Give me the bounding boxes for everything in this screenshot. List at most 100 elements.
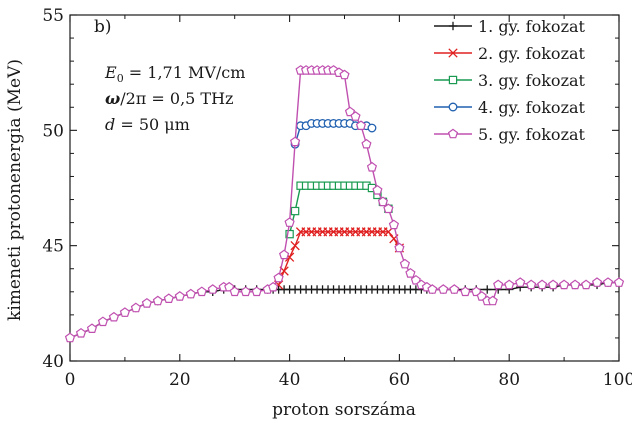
annotation-omega-value: /2π = 0,5 THz (120, 89, 233, 108)
series-5-point (591, 277, 603, 287)
series-5-point (289, 136, 301, 147)
legend-entry-3: 3. gy. fokozat (434, 71, 586, 90)
series-5-point (476, 291, 487, 301)
annotation-e0-symbol: E (104, 63, 117, 82)
series-4-point (367, 123, 377, 133)
y-tick-label: 50 (42, 121, 64, 141)
series-5-point (130, 302, 142, 313)
legend-entry-2: 2. gy. fokozat (434, 44, 586, 63)
series-5-point (537, 279, 548, 290)
series-5-point (547, 279, 559, 290)
series-2-point (290, 241, 300, 251)
series-5-point (399, 258, 411, 269)
panel-label: b) (94, 17, 112, 37)
legend-label: 4. gy. fokozat (478, 98, 586, 117)
legend-entry-1: 1. gy. fokozat (434, 17, 586, 36)
series-1-point (483, 285, 492, 294)
x-tick-label: 80 (498, 370, 520, 390)
x-tick-label: 0 (65, 370, 76, 390)
series-5-point (377, 196, 389, 207)
series-5-point (163, 293, 174, 303)
series-5-point (383, 203, 394, 214)
legend-label: 3. gy. fokozat (478, 71, 586, 90)
series-5-point (361, 138, 372, 149)
series-5-point (355, 120, 367, 130)
series-5-point (185, 288, 196, 299)
series-5-point (569, 279, 581, 290)
annotation-e0-value: = 1,71 MV/cm (124, 63, 246, 82)
x-tick-label: 60 (389, 370, 411, 390)
legend-marker (448, 102, 458, 112)
series-5-point (515, 277, 526, 287)
legend-label: 2. gy. fokozat (478, 44, 586, 63)
axes: 0 20 40 60 80 100 40 45 50 55 (42, 6, 632, 390)
series-5-point (427, 284, 438, 294)
series-5-point (504, 279, 515, 290)
series-5-point (284, 217, 295, 227)
annotation-d: d = 50 μm (105, 115, 190, 134)
series-5-point (152, 295, 163, 306)
legend-entry-5: 5. gy. fokozat (434, 125, 586, 144)
series-2-line (277, 231, 401, 286)
series-5-point (438, 284, 449, 294)
series-5-point (174, 291, 185, 301)
legend-entry-4: 4. gy. fokozat (434, 98, 586, 117)
series-5-point (602, 277, 614, 287)
x-tick-label: 40 (279, 370, 301, 390)
series-3-point (290, 206, 300, 216)
series-5-point (580, 279, 592, 290)
series-5-point (196, 286, 207, 297)
series-5-point (229, 286, 240, 297)
series-5-point (64, 332, 76, 343)
series-5-point (487, 295, 498, 306)
legend-marker (448, 21, 458, 31)
legend-label: 1. gy. fokozat (478, 17, 586, 36)
series-5-point (350, 111, 361, 121)
series-5-point (273, 272, 284, 283)
y-axis-title: kimeneti protonenergia (MeV) (5, 59, 25, 321)
series-5-point (207, 284, 218, 294)
series-5-point (366, 161, 377, 172)
series-5-point (75, 327, 87, 338)
legend-marker (448, 75, 458, 85)
legend-marker (448, 48, 458, 58)
legend: 1. gy. fokozat 2. gy. fokozat 3. gy. fokoz… (434, 17, 586, 144)
series-5-point (493, 279, 504, 290)
series-5-point (558, 279, 570, 290)
series-5-point (372, 184, 383, 195)
series-5-point (278, 249, 290, 260)
annotation-d-value: = 50 μm (115, 115, 190, 134)
series-5-point (141, 297, 152, 308)
x-axis-title: proton sorszáma (272, 400, 416, 420)
series-5-point (613, 277, 625, 287)
y-tick-label: 45 (42, 237, 64, 257)
series-5-point (449, 284, 460, 294)
legend-label: 5. gy. fokozat (478, 125, 586, 144)
series-5-point (251, 286, 262, 297)
series-5-point (224, 281, 235, 292)
annotation-block: E0 = 1,71 MV/cm ω/2π = 0,5 THz d = 50 μm (104, 63, 245, 134)
x-tick-label: 100 (603, 370, 632, 390)
series-5-point (268, 281, 279, 292)
y-tick-label: 40 (42, 352, 64, 372)
series-5-point (388, 219, 400, 230)
series-5-point (460, 286, 471, 297)
series-5-point (344, 106, 356, 117)
series-5-point (97, 316, 109, 327)
series-5-point (240, 286, 251, 297)
series-5-point (410, 274, 421, 285)
series-5-point (394, 242, 405, 253)
x-tick-label: 20 (169, 370, 191, 390)
series-5-point (471, 286, 482, 297)
series-5-point (108, 311, 120, 322)
series-5-point (405, 267, 416, 278)
series-5-point (339, 69, 350, 80)
series-3-point (285, 229, 294, 239)
series-5-point (119, 307, 131, 317)
legend-marker (447, 128, 459, 139)
annotation-e0: E0 = 1,71 MV/cm (104, 63, 245, 85)
series-5-point (86, 323, 98, 333)
annotation-d-symbol: d (105, 115, 115, 134)
series-5-point (526, 279, 537, 290)
